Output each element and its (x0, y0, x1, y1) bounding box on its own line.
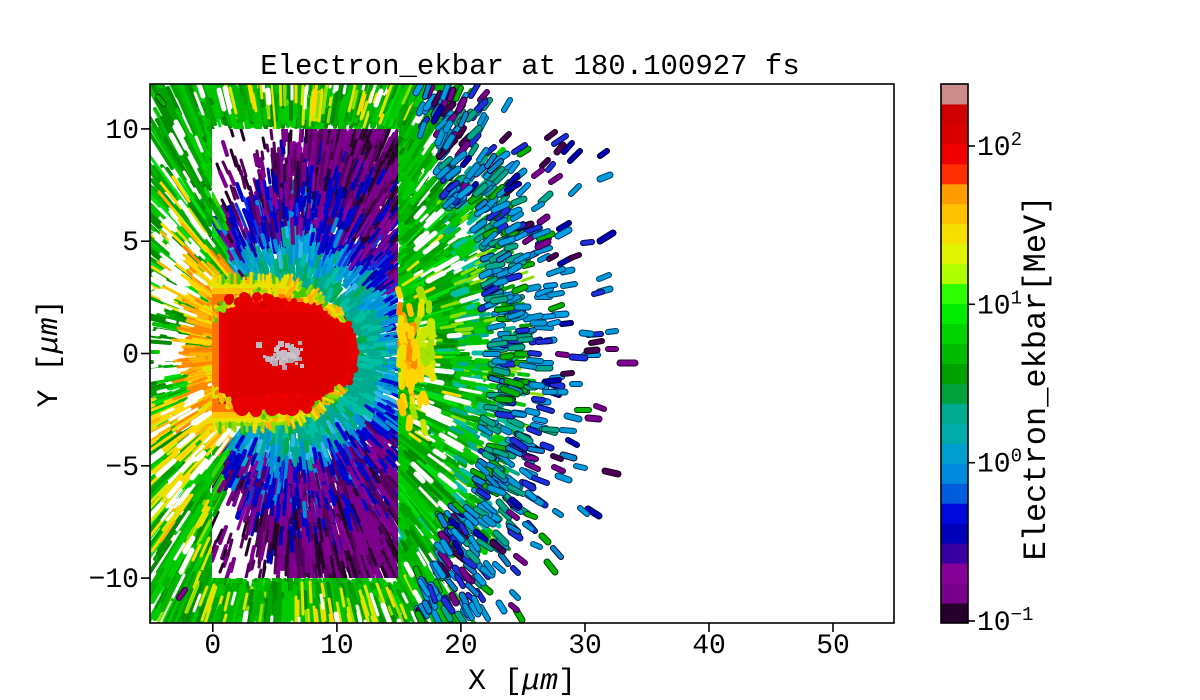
svg-text:−5: −5 (105, 453, 139, 484)
svg-text:Electron_ekbar[MeV]: Electron_ekbar[MeV] (1018, 196, 1055, 561)
svg-text:5: 5 (122, 228, 139, 259)
svg-text:Electron_ekbar at 180.100927 f: Electron_ekbar at 180.100927 fs (260, 50, 800, 83)
svg-text:10: 10 (320, 631, 354, 662)
svg-text:20: 20 (444, 631, 478, 662)
svg-text:40: 40 (692, 631, 726, 662)
svg-text:30: 30 (568, 631, 602, 662)
svg-text:0: 0 (122, 341, 139, 372)
svg-text:−10: −10 (89, 565, 139, 596)
svg-text:X [μm]: X [μm] (468, 665, 576, 699)
svg-text:0: 0 (204, 631, 221, 662)
svg-text:Y [μm]: Y [μm] (33, 299, 67, 407)
svg-text:10: 10 (105, 116, 139, 147)
svg-text:50: 50 (816, 631, 850, 662)
